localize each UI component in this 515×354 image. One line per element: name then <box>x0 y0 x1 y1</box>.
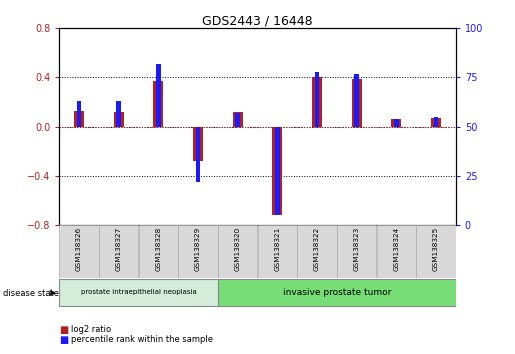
Text: ■: ■ <box>59 325 68 335</box>
Bar <box>156 64 161 126</box>
Bar <box>394 119 399 126</box>
Bar <box>218 225 258 278</box>
Bar <box>391 119 401 126</box>
Bar <box>312 78 322 126</box>
Bar <box>193 126 203 161</box>
Text: GSM138325: GSM138325 <box>433 227 439 271</box>
Bar <box>352 79 362 126</box>
Bar <box>434 117 438 126</box>
Text: invasive prostate tumor: invasive prostate tumor <box>283 288 391 297</box>
Text: GSM138329: GSM138329 <box>195 227 201 271</box>
Bar <box>77 101 81 126</box>
Text: log2 ratio: log2 ratio <box>71 325 111 335</box>
Bar <box>153 81 163 126</box>
Text: GSM138321: GSM138321 <box>274 227 280 271</box>
Bar <box>315 72 319 126</box>
Bar <box>235 113 240 126</box>
Bar <box>376 225 416 278</box>
Bar <box>139 225 178 278</box>
Bar <box>416 225 456 278</box>
Text: ■: ■ <box>59 335 68 345</box>
Text: GSM138324: GSM138324 <box>393 227 399 271</box>
Bar <box>59 279 218 307</box>
Text: GSM138323: GSM138323 <box>354 227 359 271</box>
Bar <box>258 225 297 278</box>
Bar <box>196 126 200 182</box>
Text: GSM138320: GSM138320 <box>235 227 241 271</box>
Bar <box>114 112 124 126</box>
Text: GSM138326: GSM138326 <box>76 227 82 271</box>
Text: percentile rank within the sample: percentile rank within the sample <box>71 335 213 344</box>
Bar <box>116 101 121 126</box>
Text: prostate intraepithelial neoplasia: prostate intraepithelial neoplasia <box>81 289 196 295</box>
Bar <box>218 279 456 307</box>
Bar <box>354 74 359 126</box>
Bar <box>59 225 99 278</box>
Text: GSM138328: GSM138328 <box>156 227 161 271</box>
Text: GDS2443 / 16448: GDS2443 / 16448 <box>202 15 313 28</box>
Bar <box>297 225 337 278</box>
Bar <box>233 112 243 126</box>
Text: disease state: disease state <box>3 289 59 298</box>
Bar <box>275 126 280 215</box>
Bar <box>337 225 376 278</box>
Text: GSM138327: GSM138327 <box>116 227 122 271</box>
Bar <box>272 126 282 215</box>
Bar <box>431 118 441 126</box>
Bar <box>99 225 139 278</box>
Text: GSM138322: GSM138322 <box>314 227 320 271</box>
Bar <box>74 110 84 126</box>
Bar <box>178 225 218 278</box>
